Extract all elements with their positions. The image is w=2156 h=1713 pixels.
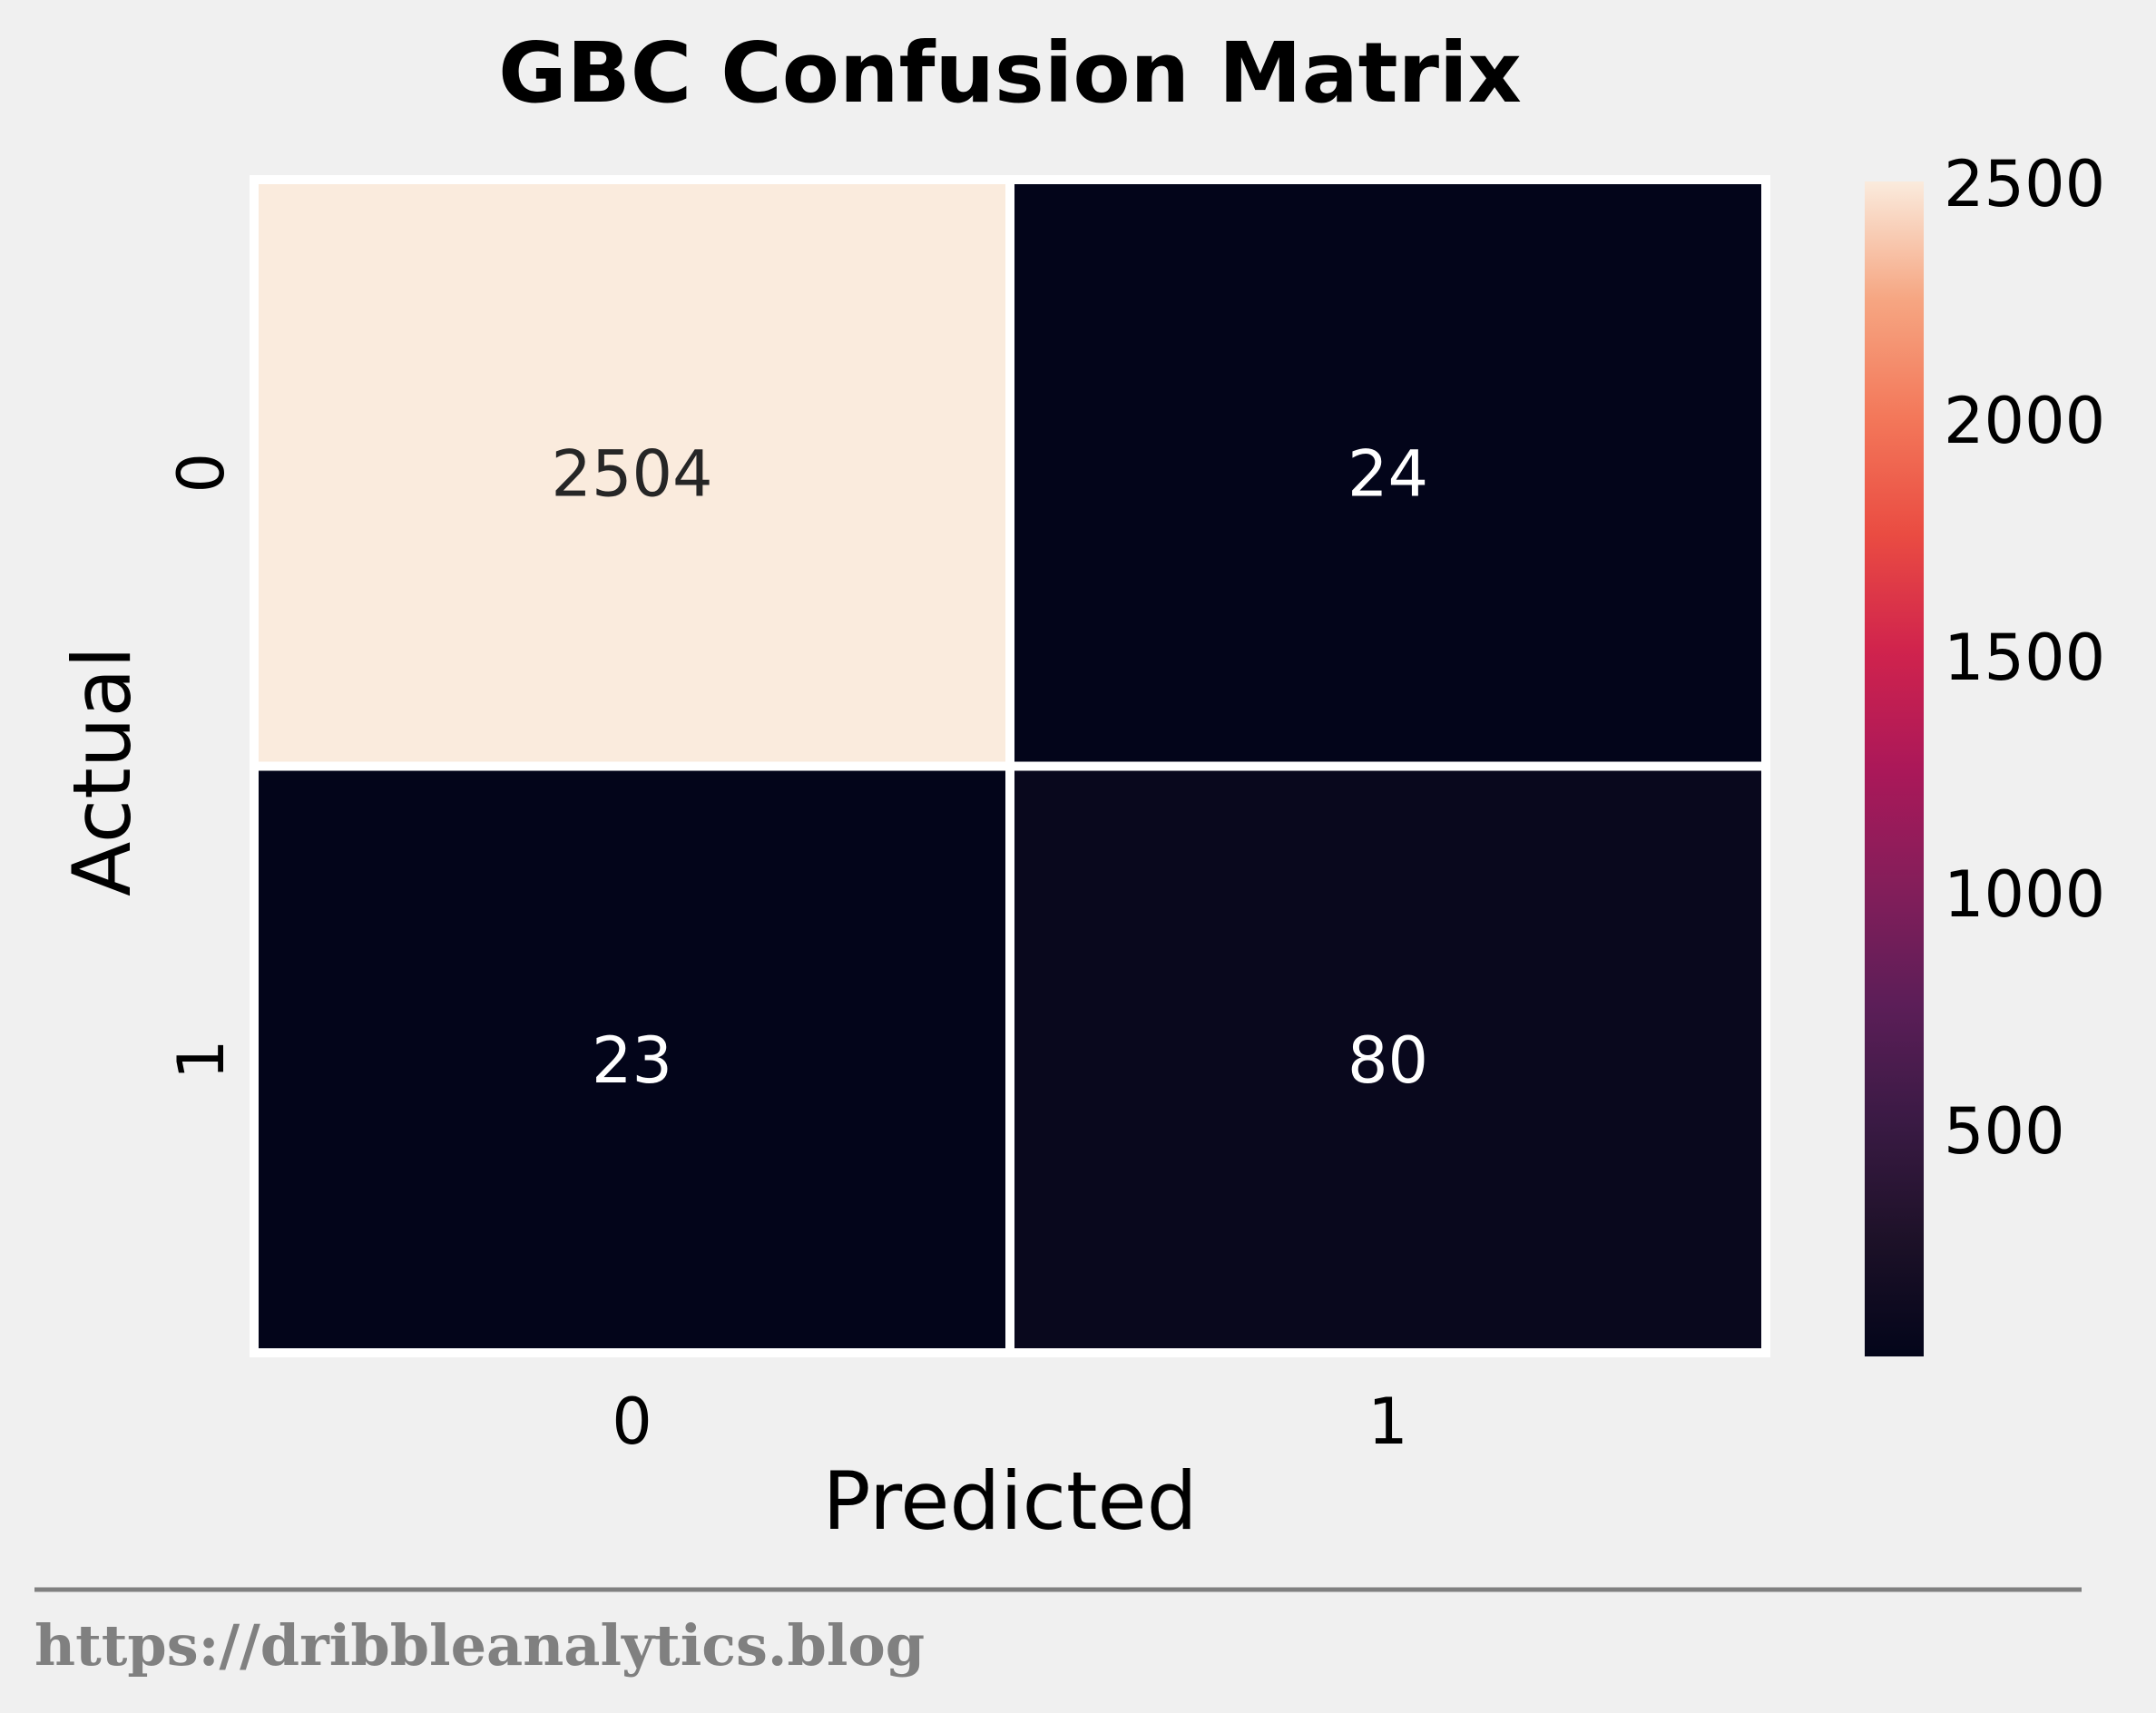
- cell-value-r1-c1: 80: [1348, 1023, 1428, 1098]
- chart-title: GBC Confusion Matrix: [498, 24, 1522, 122]
- x-tick-label-0: 0: [612, 1385, 652, 1459]
- colorbar-tick-2: 1500: [1944, 621, 2105, 695]
- source-url: https://dribbleanalytics.blog: [34, 1612, 925, 1679]
- heatmap-cell-r1-c1: [1005, 761, 1770, 1357]
- x-tick-label-1: 1: [1367, 1385, 1408, 1459]
- cell-value-r0-c0: 2504: [551, 436, 712, 511]
- heatmap-cells: [250, 175, 1770, 1357]
- heatmap-cell-labels: 2504 24 23 80: [551, 436, 1428, 1098]
- x-axis-label: Predicted: [822, 1454, 1197, 1548]
- colorbar-tick-4: 2500: [1944, 147, 2105, 221]
- cell-value-r0-c1: 24: [1348, 436, 1428, 511]
- heatmap-cell-r0-c1: [1005, 175, 1770, 771]
- y-tick-labels: 01: [164, 453, 239, 1080]
- colorbar-tick-1: 1000: [1944, 857, 2105, 932]
- colorbar: [1865, 181, 1924, 1356]
- colorbar-tick-labels: 500 1000 1500 2000 2500: [1944, 147, 2105, 1169]
- y-axis-label: Actual: [55, 646, 149, 896]
- colorbar-tick-0: 500: [1944, 1094, 2065, 1169]
- y-tick-label-0: 0: [164, 453, 239, 494]
- heatmap-cell-r0-c0: [250, 175, 1014, 771]
- y-tick-label-1: 1: [164, 1039, 239, 1080]
- heatmap-cell-r1-c0: [250, 761, 1014, 1357]
- cell-value-r1-c0: 23: [592, 1023, 672, 1098]
- colorbar-tick-3: 2000: [1944, 384, 2105, 458]
